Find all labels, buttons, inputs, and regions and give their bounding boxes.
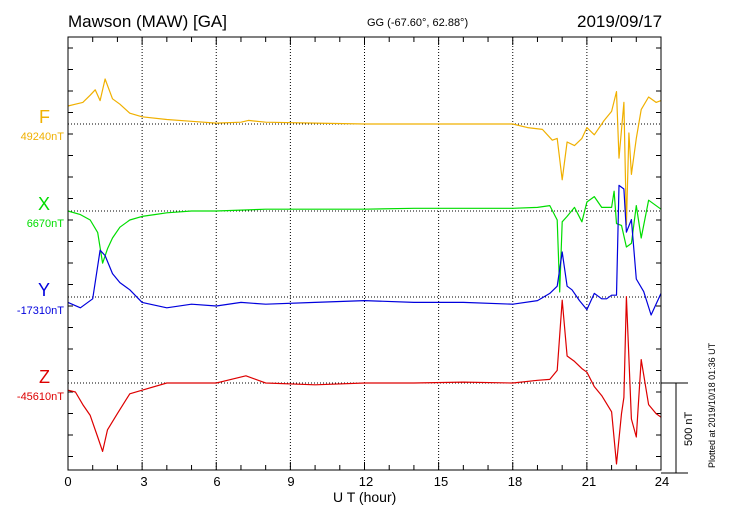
series-label-z: Z [39,367,50,387]
baseline-label-z: -45610nT [16,391,64,403]
baseline-label-x: 6670nT [26,218,64,230]
x-tick-label: 9 [287,474,295,489]
x-tick-label: 6 [213,474,221,489]
x-tick-label: 18 [507,474,523,489]
series-line-x [67,190,662,293]
series-label-x: X [37,194,50,214]
x-tick-label: 15 [433,474,449,489]
series-label-f: F [39,107,50,127]
grid-lines [141,37,588,470]
station-coordinates: GG (-67.60°, 62.88°) [367,17,469,29]
x-tick-label: 0 [64,474,72,489]
series-line-y [67,184,662,316]
series-label-y: Y [37,280,50,300]
series-lines [67,78,662,465]
chart-title: Mawson (MAW) [GA] [68,12,227,31]
plot-frame [67,36,662,471]
baseline-label-f: 49240nT [20,131,64,143]
scale-bar [661,382,688,474]
x-axis-title: U T (hour) [333,489,397,505]
baseline-label-y: -17310nT [16,305,64,317]
chart-date: 2019/09/17 [577,12,663,31]
series-line-z [67,296,662,465]
series-line-f [67,78,662,226]
x-tick-label: 24 [654,474,670,489]
x-tick-label: 21 [581,474,597,489]
x-tick-label: 3 [140,474,148,489]
x-tick-label: 12 [358,474,374,489]
